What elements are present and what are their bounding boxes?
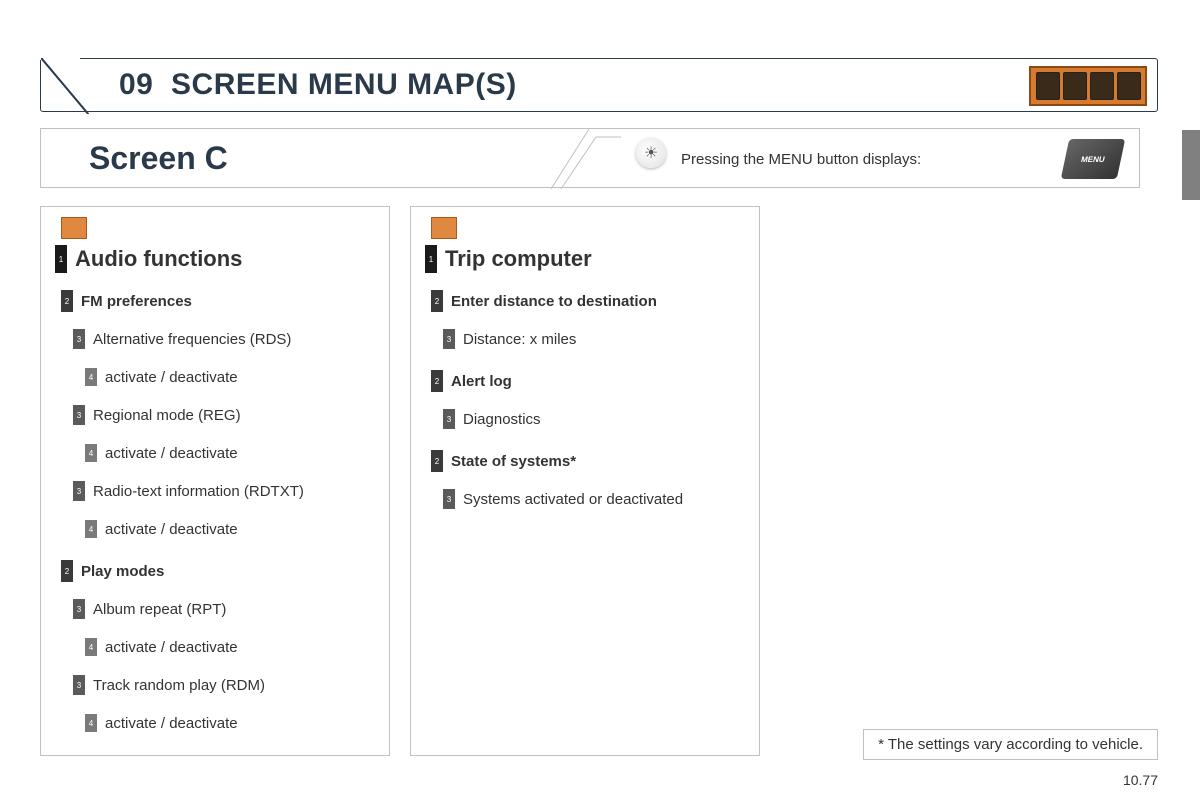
menu-item-row: 3 Systems activated or deactivated [425,485,745,513]
menu-item-row: 3 Distance: x miles [425,325,745,353]
level-badge: 3 [443,489,455,509]
menu-item-row: 2 Enter distance to destination [425,287,745,315]
menu-item-row: 2 State of systems* [425,447,745,475]
menu-item-row: 4 activate / deactivate [55,363,375,391]
level-badge: 1 [55,245,67,273]
menu-item-text: activate / deactivate [105,639,238,656]
menu-item-text: Alert log [451,373,512,390]
menu-item-row: 3 Alternative frequencies (RDS) [55,325,375,353]
menu-item-text: Enter distance to destination [451,293,657,310]
screen-subheader: Screen C ☀ Pressing the MENU button disp… [40,128,1140,188]
level-badge: 4 [85,520,97,538]
chapter-number: 09 [119,68,153,101]
page-number: 10.77 [1123,772,1158,788]
menu-item-text: Track random play (RDM) [93,677,265,694]
menu-heading: Trip computer [445,246,592,272]
menu-item-row: 4 activate / deactivate [55,439,375,467]
display-panel-icon [1029,66,1147,106]
level-badge: 2 [431,290,443,312]
menu-item-row: 3 Regional mode (REG) [55,401,375,429]
level-badge: 3 [73,329,85,349]
level-badge: 2 [61,560,73,582]
menu-heading-row: 1 Audio functions [55,245,375,273]
menu-item-row: 2 FM preferences [55,287,375,315]
level-badge: 3 [73,675,85,695]
hint-text: Pressing the MENU button displays: [681,151,921,168]
menu-button-icon: MENU [1061,139,1126,179]
level-badge: 3 [73,481,85,501]
trip-icon [431,217,457,239]
lightbulb-icon: ☀ [636,138,666,168]
level-badge: 3 [73,599,85,619]
screen-name: Screen C [89,140,228,177]
level-badge: 4 [85,444,97,462]
menu-item-text: Regional mode (REG) [93,407,241,424]
level-badge: 3 [443,409,455,429]
footnote: * The settings vary according to vehicle… [863,729,1158,760]
menu-item-text: Diagnostics [463,411,541,428]
chapter-title: 09 SCREEN MENU MAP(S) [119,68,517,102]
menu-card: 1Trip computer2Enter distance to destina… [410,206,760,756]
menu-item-text: Album repeat (RPT) [93,601,226,618]
menu-item-text: Alternative frequencies (RDS) [93,331,291,348]
page-side-tab [1182,130,1200,200]
audio-icon [61,217,87,239]
menu-item-text: Distance: x miles [463,331,576,348]
level-badge: 3 [73,405,85,425]
menu-heading: Audio functions [75,246,242,272]
level-badge: 2 [431,370,443,392]
menu-item-row: 3 Diagnostics [425,405,745,433]
chapter-header: 09 SCREEN MENU MAP(S) [40,58,1158,112]
level-badge: 2 [431,450,443,472]
menu-item-text: FM preferences [81,293,192,310]
menu-item-text: State of systems* [451,453,576,470]
menu-columns: 1Audio functions2FM preferences3Alternat… [40,206,760,756]
menu-item-text: activate / deactivate [105,445,238,462]
menu-item-text: Play modes [81,563,164,580]
divider-decoration [551,129,621,189]
menu-item-row: 2 Alert log [425,367,745,395]
menu-item-row: 4 activate / deactivate [55,709,375,737]
menu-item-row: 4 activate / deactivate [55,633,375,661]
level-badge: 4 [85,638,97,656]
menu-item-row: 3 Radio-text information (RDTXT) [55,477,375,505]
level-badge: 4 [85,714,97,732]
level-badge: 4 [85,368,97,386]
menu-item-text: Radio-text information (RDTXT) [93,483,304,500]
menu-item-row: 2 Play modes [55,557,375,585]
chapter-title-text: SCREEN MENU MAP(S) [171,68,517,101]
menu-item-text: activate / deactivate [105,369,238,386]
level-badge: 3 [443,329,455,349]
level-badge: 1 [425,245,437,273]
menu-item-text: activate / deactivate [105,715,238,732]
menu-item-row: 3 Track random play (RDM) [55,671,375,699]
menu-heading-row: 1 Trip computer [425,245,745,273]
menu-item-row: 4 activate / deactivate [55,515,375,543]
menu-card: 1Audio functions2FM preferences3Alternat… [40,206,390,756]
menu-item-row: 3 Album repeat (RPT) [55,595,375,623]
menu-item-text: activate / deactivate [105,521,238,538]
menu-item-text: Systems activated or deactivated [463,491,683,508]
level-badge: 2 [61,290,73,312]
